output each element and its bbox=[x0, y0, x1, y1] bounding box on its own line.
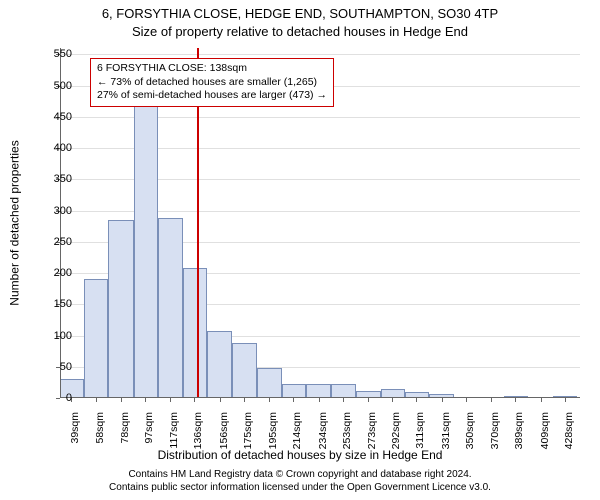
y-axis-label: Number of detached properties bbox=[8, 48, 22, 398]
histogram-bar bbox=[183, 268, 207, 398]
y-tick bbox=[56, 398, 60, 399]
histogram-bar bbox=[108, 220, 133, 398]
histogram-bar bbox=[207, 331, 232, 399]
x-tick-label: 389sqm bbox=[513, 412, 525, 462]
x-tick bbox=[392, 398, 393, 402]
y-tick-label: 350 bbox=[54, 173, 72, 185]
y-tick-label: 200 bbox=[54, 267, 72, 279]
x-tick bbox=[515, 398, 516, 402]
gridline bbox=[60, 54, 580, 55]
x-tick-label: 39sqm bbox=[69, 412, 81, 462]
x-tick bbox=[121, 398, 122, 402]
x-tick bbox=[368, 398, 369, 402]
footer-line1: Contains HM Land Registry data © Crown c… bbox=[0, 469, 600, 482]
x-tick bbox=[220, 398, 221, 402]
y-tick-label: 400 bbox=[54, 142, 72, 154]
footer-line2: Contains public sector information licen… bbox=[0, 482, 600, 495]
x-tick-label: 156sqm bbox=[218, 412, 230, 462]
x-tick-label: 253sqm bbox=[341, 412, 353, 462]
y-tick-label: 0 bbox=[66, 392, 72, 404]
x-tick-label: 273sqm bbox=[366, 412, 378, 462]
x-tick-label: 409sqm bbox=[539, 412, 551, 462]
y-tick-label: 500 bbox=[54, 80, 72, 92]
x-tick-label: 58sqm bbox=[94, 412, 106, 462]
x-tick bbox=[269, 398, 270, 402]
histogram-bar bbox=[84, 279, 108, 398]
histogram-bar bbox=[306, 384, 331, 398]
histogram-bar bbox=[257, 368, 282, 398]
x-tick bbox=[293, 398, 294, 402]
x-tick-label: 428sqm bbox=[563, 412, 575, 462]
y-tick-label: 100 bbox=[54, 330, 72, 342]
histogram-bar bbox=[158, 218, 183, 398]
x-tick bbox=[170, 398, 171, 402]
histogram-bar bbox=[60, 379, 84, 398]
x-tick bbox=[244, 398, 245, 402]
y-tick-label: 300 bbox=[54, 205, 72, 217]
x-tick-label: 292sqm bbox=[390, 412, 402, 462]
x-axis bbox=[60, 397, 580, 398]
plot-area: 6 FORSYTHIA CLOSE: 138sqm← 73% of detach… bbox=[60, 48, 580, 398]
x-tick bbox=[541, 398, 542, 402]
x-tick-label: 350sqm bbox=[464, 412, 476, 462]
y-tick-label: 450 bbox=[54, 111, 72, 123]
footer-attribution: Contains HM Land Registry data © Crown c… bbox=[0, 469, 600, 494]
y-tick-label: 150 bbox=[54, 298, 72, 310]
chart-title-line1: 6, FORSYTHIA CLOSE, HEDGE END, SOUTHAMPT… bbox=[0, 6, 600, 21]
histogram-bar bbox=[282, 384, 306, 398]
x-tick-label: 214sqm bbox=[291, 412, 303, 462]
x-tick-label: 78sqm bbox=[119, 412, 131, 462]
y-tick-label: 550 bbox=[54, 48, 72, 60]
histogram-bar bbox=[134, 92, 158, 398]
x-tick-label: 97sqm bbox=[143, 412, 155, 462]
x-tick bbox=[343, 398, 344, 402]
x-tick-label: 117sqm bbox=[168, 412, 180, 462]
x-tick bbox=[491, 398, 492, 402]
y-tick-label: 250 bbox=[54, 236, 72, 248]
x-tick-label: 195sqm bbox=[267, 412, 279, 462]
x-tick-label: 175sqm bbox=[242, 412, 254, 462]
x-tick bbox=[416, 398, 417, 402]
annotation-line: ← 73% of detached houses are smaller (1,… bbox=[97, 76, 327, 90]
annotation-line: 27% of semi-detached houses are larger (… bbox=[97, 89, 327, 103]
x-tick bbox=[466, 398, 467, 402]
x-tick-label: 234sqm bbox=[317, 412, 329, 462]
x-tick bbox=[145, 398, 146, 402]
histogram-bar bbox=[331, 384, 355, 398]
x-tick-label: 136sqm bbox=[192, 412, 204, 462]
x-tick bbox=[565, 398, 566, 402]
x-tick-label: 311sqm bbox=[414, 412, 426, 462]
y-axis bbox=[60, 48, 61, 398]
x-tick-label: 370sqm bbox=[489, 412, 501, 462]
x-tick bbox=[319, 398, 320, 402]
histogram-bar bbox=[232, 343, 256, 398]
x-tick bbox=[96, 398, 97, 402]
annotation-line: 6 FORSYTHIA CLOSE: 138sqm bbox=[97, 62, 327, 76]
x-tick-label: 331sqm bbox=[440, 412, 452, 462]
x-tick bbox=[442, 398, 443, 402]
chart-title-line2: Size of property relative to detached ho… bbox=[0, 24, 600, 39]
annotation-box: 6 FORSYTHIA CLOSE: 138sqm← 73% of detach… bbox=[90, 58, 334, 107]
y-tick-label: 50 bbox=[60, 361, 72, 373]
x-tick bbox=[194, 398, 195, 402]
